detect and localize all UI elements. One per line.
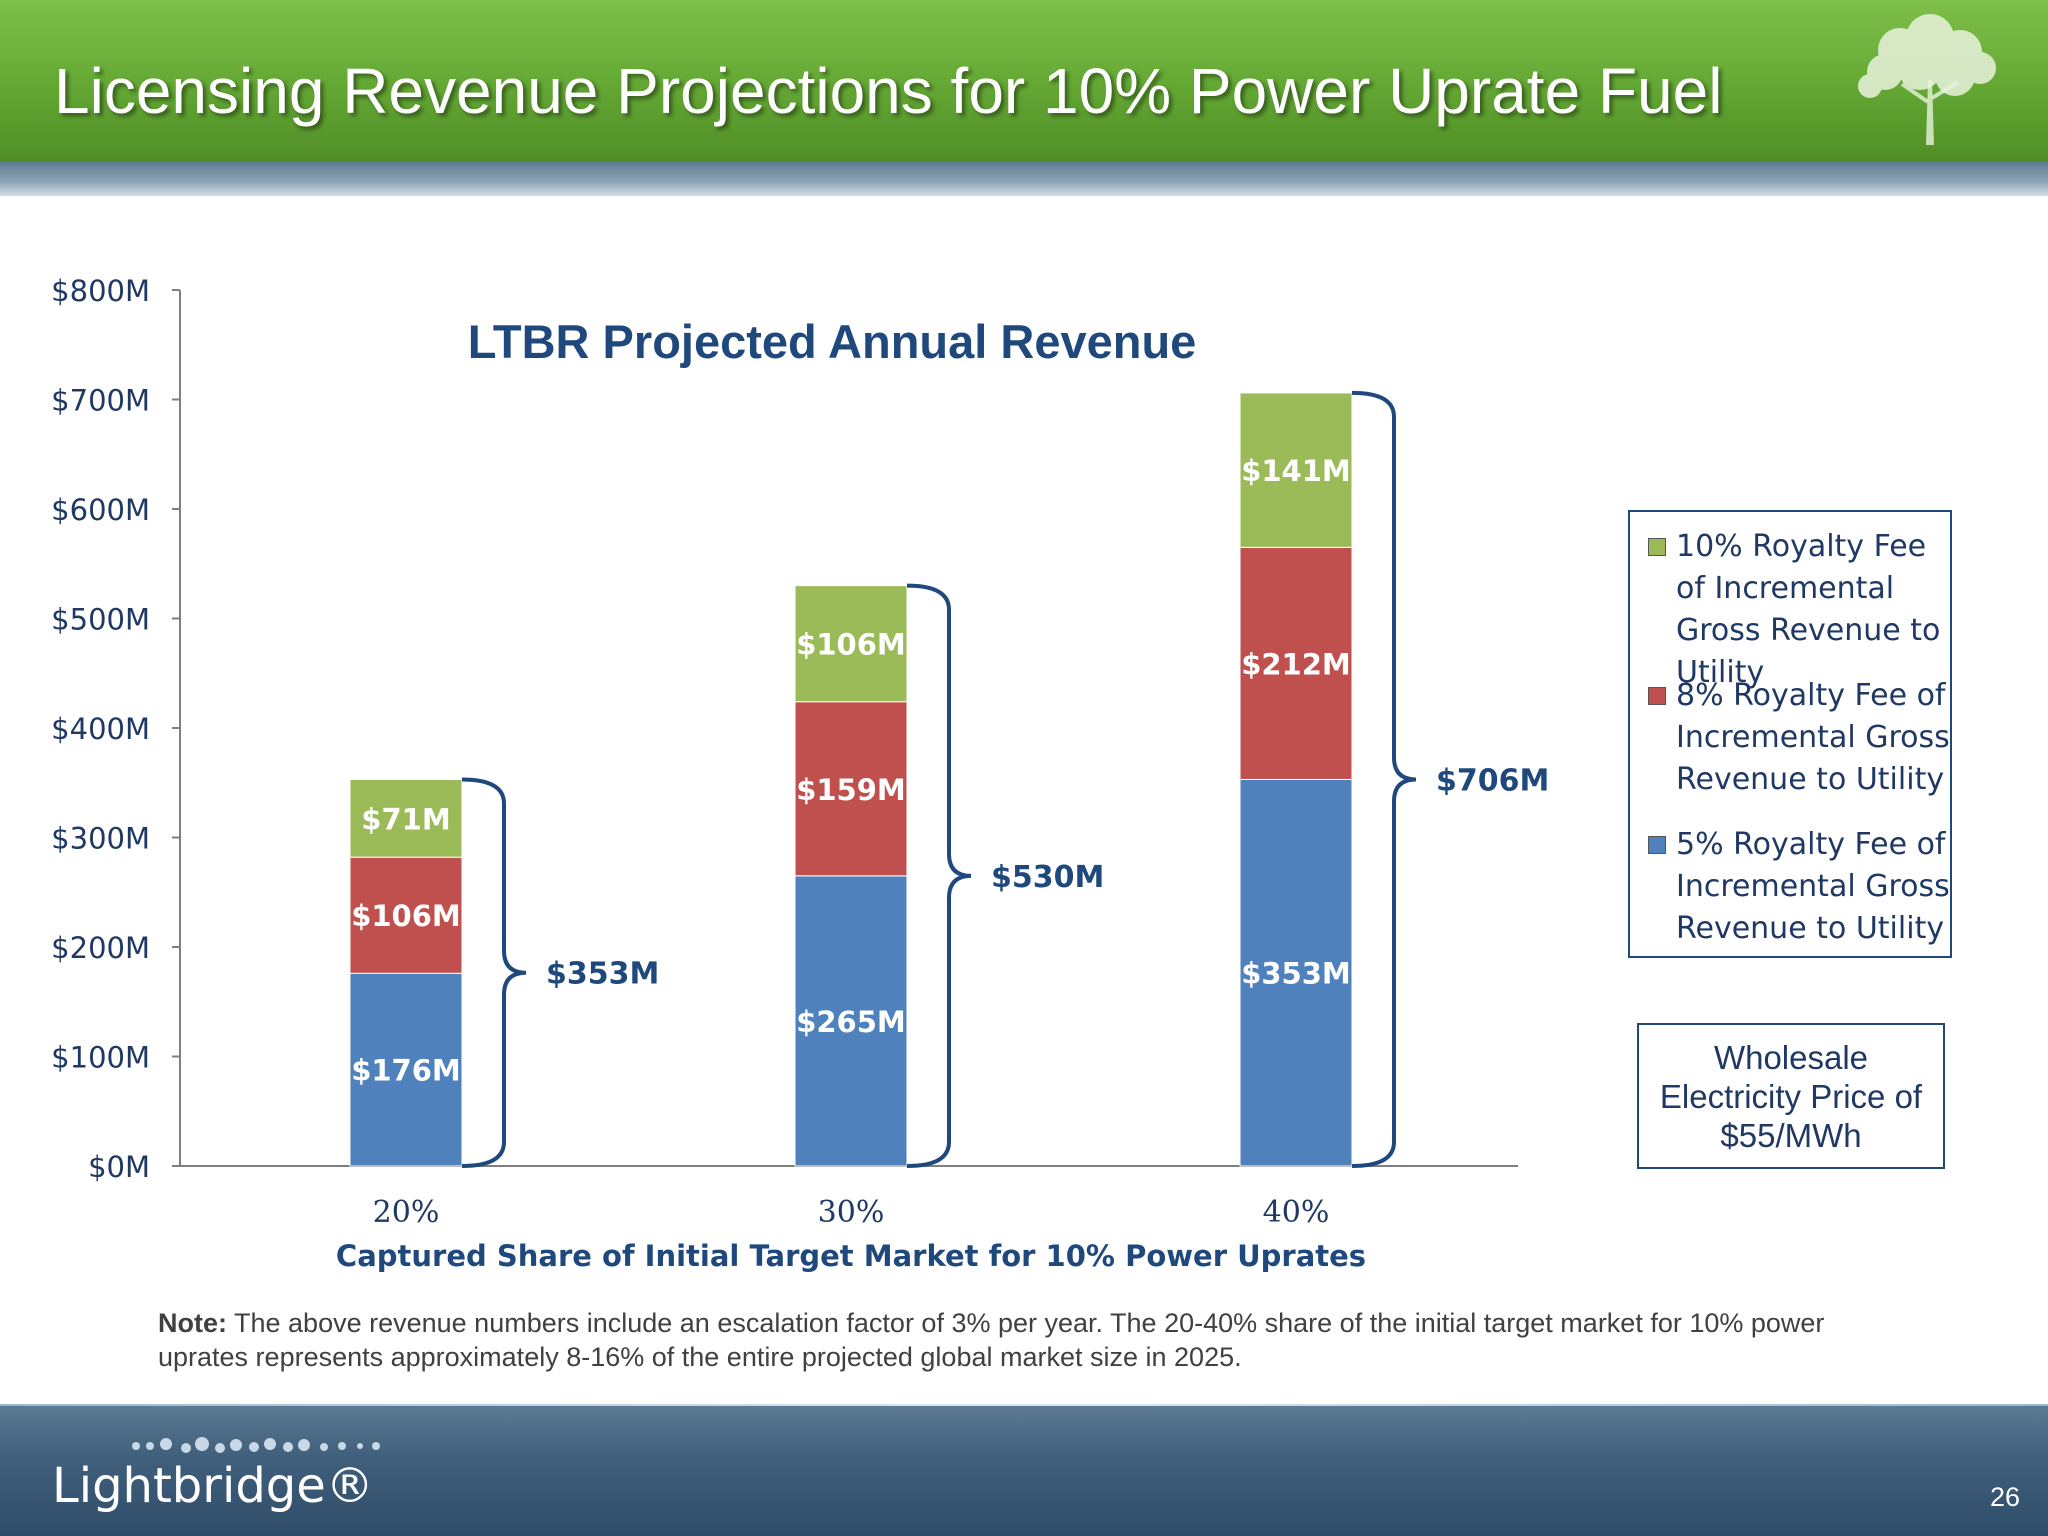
y-tick-label: $0M [88,1150,150,1184]
bar-segment [794,875,908,1167]
legend-label-10pct: 10% Royalty Fee of Incremental Gross Rev… [1676,529,1941,690]
chart-braces: $353M $530M $706M [461,390,1549,1168]
bar-value-label: $106M [351,899,461,933]
x-tick-label: 20% [373,1195,440,1230]
y-tick-label: $400M [51,712,150,746]
bar-value-label: $212M [1241,647,1351,681]
bar-value-label: $176M [351,1054,461,1088]
electricity-price-text: Wholesale Electricity Price of $55/MWh [1659,1038,1923,1154]
y-tick-label: $200M [51,931,150,965]
y-tick-label: $300M [51,822,150,856]
bar-segment [794,701,908,877]
tree-icon [1858,14,1996,145]
footnote-text: The above revenue numbers include an esc… [158,1308,1825,1372]
footnote-label: Note: [158,1308,227,1338]
slide-header [0,0,2048,162]
bar-value-label: $106M [796,628,906,662]
legend-swatch-5pct [1648,836,1666,854]
bar-value-label: $141M [1241,454,1351,488]
y-tick-label: $700M [51,384,150,418]
bar-value-label: $265M [796,1005,906,1039]
legend-label-8pct: 8% Royalty Fee of Incremental Gross Reve… [1676,678,1950,797]
slide-title: Licensing Revenue Projections for 10% Po… [54,55,1723,127]
x-axis-title: Captured Share of Initial Target Market … [336,1239,1366,1273]
legend-label-5pct: 5% Royalty Fee of Incremental Gross Reve… [1676,827,1950,946]
bar-segment [1239,778,1353,1167]
total-value-label: $530M [991,860,1104,895]
y-tick-label: $600M [51,493,150,527]
chart-legend: 10% Royalty Fee of Incremental Gross Rev… [1628,510,1952,958]
chart-title: LTBR Projected Annual Revenue [468,315,1197,368]
bar-value-label: $159M [796,773,906,807]
chart-bars [349,392,1353,1167]
x-tick-label: 40% [1263,1195,1330,1230]
total-value-label: $353M [546,957,659,992]
bar-value-label: $353M [1241,957,1351,991]
bar-segment [1239,546,1353,780]
legend-swatch-10pct [1648,538,1666,556]
bar-value-label: $71M [361,802,450,836]
brand-logo: Lightbridge® [52,1458,374,1514]
brand-dots-icon [132,1437,380,1453]
y-tick-label: $500M [51,603,150,637]
slide-footer [0,1406,2048,1536]
y-tick-label: $100M [51,1041,150,1075]
bar-segment [349,972,463,1167]
footnote: Note: The above revenue numbers include … [158,1306,1858,1374]
bar-segment [794,585,908,703]
y-tick-label: $800M [51,274,150,308]
legend-swatch-8pct [1648,687,1666,705]
total-brace [906,583,972,1168]
chart-labels: $176M $106M $71M $265M $159M $106M $353M $212M $… [351,454,1351,1088]
electricity-price-box: Wholesale Electricity Price of $55/MWh [1637,1023,1945,1169]
bar-segment [349,778,463,858]
total-brace [461,777,527,1168]
bar-segment [1239,392,1353,548]
bar-segment [349,856,463,974]
header-shadow [0,162,2048,196]
x-tick-label: 30% [818,1195,885,1230]
total-brace [1351,390,1417,1168]
page-number: 26 [1989,1482,2020,1512]
total-value-label: $706M [1436,763,1549,798]
